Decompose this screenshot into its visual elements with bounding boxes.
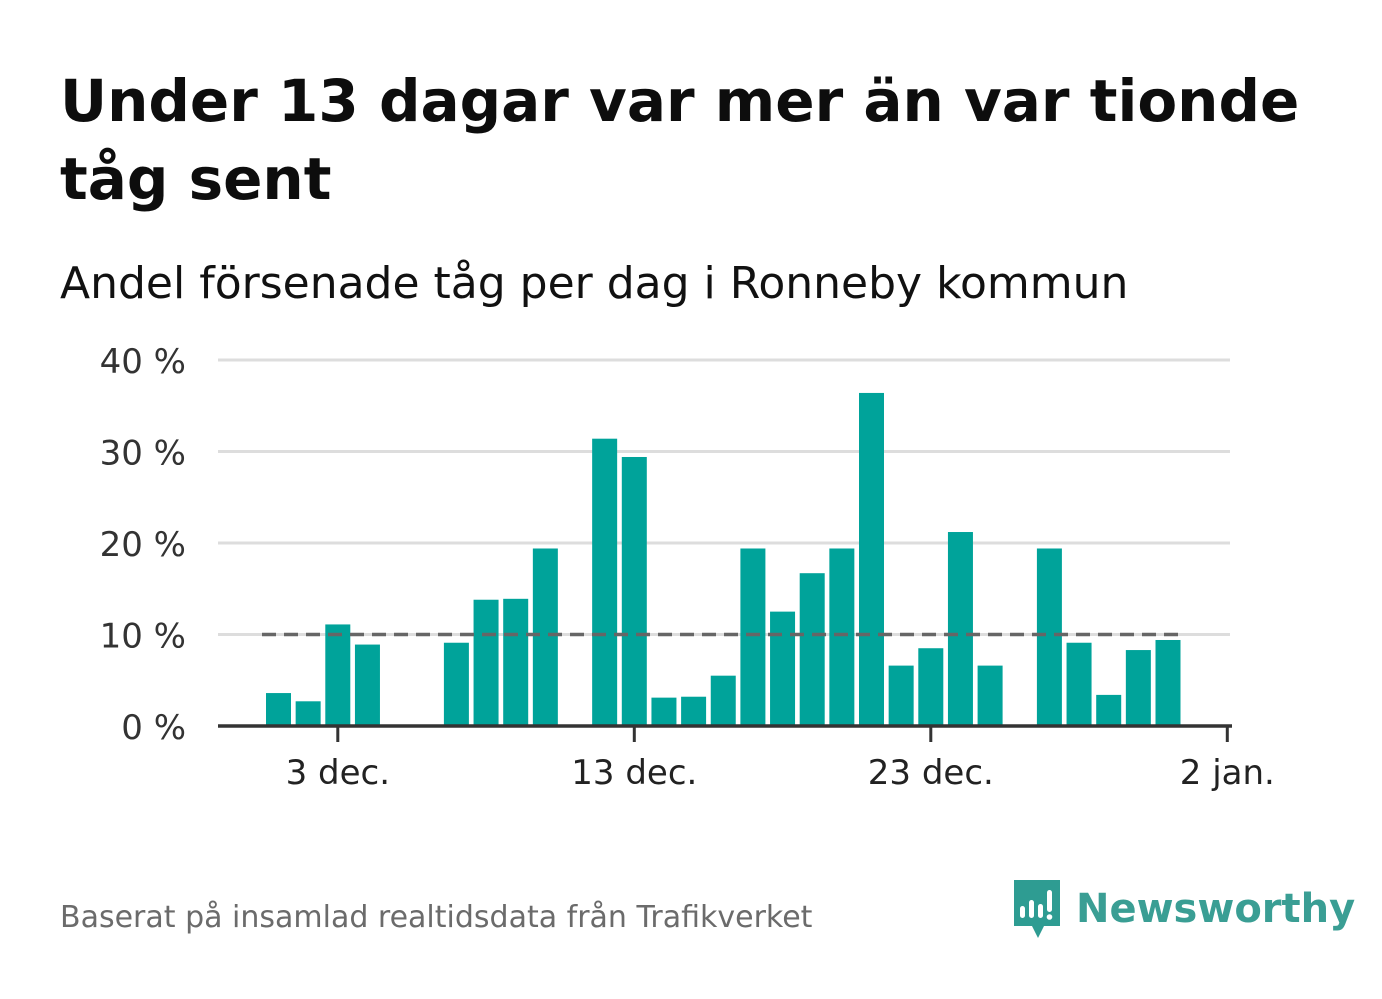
- source-note: Baserat på insamlad realtidsdata från Tr…: [60, 900, 813, 935]
- y-tick-label: 40 %: [100, 342, 186, 382]
- bar: [621, 456, 647, 726]
- bar: [532, 548, 558, 726]
- bar: [770, 611, 796, 726]
- bar: [1096, 694, 1122, 726]
- bar: [473, 599, 499, 726]
- bar: [710, 675, 736, 726]
- bar: [859, 392, 884, 726]
- x-tick-label: 23 dec.: [868, 753, 994, 793]
- bar: [443, 642, 469, 726]
- x-tick-label: 3 dec.: [286, 753, 390, 793]
- x-tick-label: 2 jan.: [1180, 753, 1275, 793]
- bar: [681, 696, 707, 726]
- y-tick-label: 10 %: [100, 617, 186, 657]
- bar: [1036, 548, 1062, 726]
- bar: [503, 598, 529, 726]
- bar: [266, 693, 291, 726]
- bar: [947, 532, 973, 726]
- bar: [918, 648, 944, 726]
- chart-subtitle: Andel försenade tåg per dag i Ronneby ko…: [60, 258, 1129, 309]
- bar: [592, 438, 618, 726]
- x-tick-label: 13 dec.: [571, 753, 697, 793]
- y-tick-label: 20 %: [100, 525, 186, 565]
- bar: [1125, 650, 1151, 726]
- bar: [740, 548, 766, 726]
- y-tick-label: 0 %: [121, 708, 186, 748]
- y-axis-ticks: 0 % 10 % 20 % 30 % 40 %: [100, 342, 186, 748]
- bar: [977, 665, 1003, 726]
- bar: [295, 701, 321, 726]
- bar: [1066, 642, 1092, 726]
- gridlines: [218, 358, 1230, 636]
- chart-title: Under 13 dagar var mer än var tionde tåg…: [60, 67, 1300, 213]
- y-tick-label: 30 %: [100, 434, 186, 474]
- bar: [651, 697, 677, 726]
- bar: [325, 624, 351, 726]
- bar: [799, 573, 825, 726]
- bars: [266, 392, 1181, 726]
- bar: [888, 665, 914, 726]
- bar: [354, 644, 380, 726]
- brand-name: Newsworthy: [1076, 886, 1356, 932]
- brand-logo: Newsworthy: [1010, 876, 1355, 942]
- x-axis: 3 dec. 13 dec. 23 dec. 2 jan.: [218, 724, 1275, 793]
- newsworthy-logo-icon: [1014, 880, 1060, 938]
- bar: [829, 548, 855, 726]
- bar: [1155, 639, 1181, 726]
